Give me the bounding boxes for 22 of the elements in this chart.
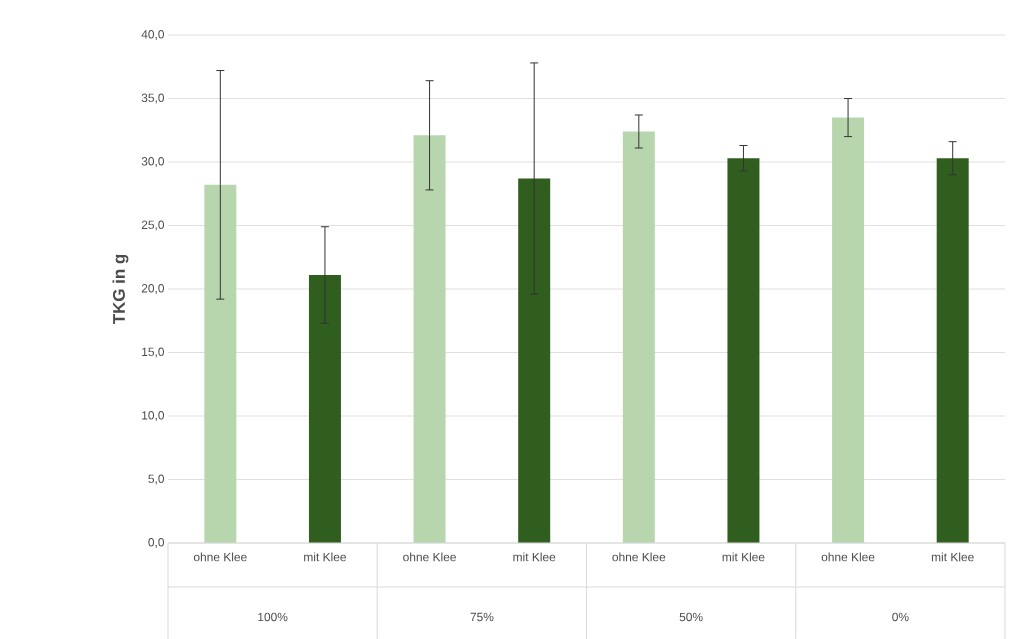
y-tick-label: 0,0: [148, 538, 165, 548]
text: 75%: [470, 612, 494, 622]
y-tick-label: 40,0: [141, 30, 165, 40]
y-tick-label: 10,0: [142, 411, 165, 421]
text: 0%: [892, 612, 909, 622]
x-tick-label: mit Klee: [513, 552, 556, 562]
y-tick-label: 15,0: [142, 347, 165, 358]
text: 50%: [679, 612, 703, 622]
y-tick-label: 25,0: [141, 220, 165, 231]
x-tick-label: ohne Klee: [403, 552, 456, 562]
x-tick-label: mit Klee: [722, 552, 765, 562]
x-tick-label: mit Klee: [304, 552, 346, 562]
y-tick-label: 5,0: [148, 474, 165, 485]
x-tick-label: ohne Klee: [193, 552, 247, 562]
y-axis-title: TKG in g: [112, 254, 129, 325]
text: 100%: [258, 612, 288, 622]
x-tick-label: ohne Klee: [612, 552, 666, 562]
y-tick-label: 20,0: [141, 284, 165, 294]
y-tick-label: 30,0: [141, 157, 165, 167]
y-tick-label: 35,0: [141, 93, 165, 104]
x-tick-label: ohne Klee: [821, 552, 875, 562]
x-tick-label: mit Klee: [931, 552, 974, 562]
